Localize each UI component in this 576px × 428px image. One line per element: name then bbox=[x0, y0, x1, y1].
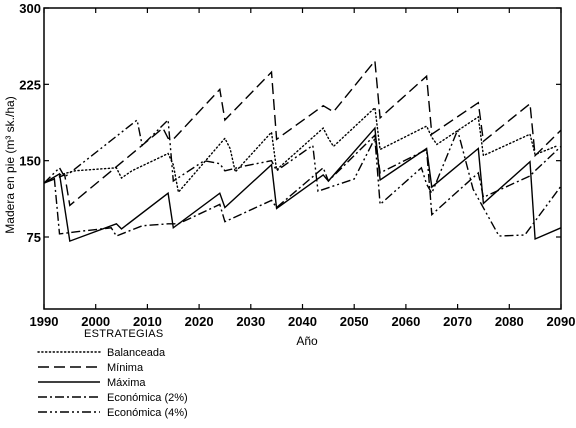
series-line-1 bbox=[58, 106, 557, 194]
x-tick-label: 2030 bbox=[236, 314, 265, 329]
legend: ESTRATEGIAS Balanceada Mínima Máxima Económ… bbox=[37, 328, 188, 419]
y-axis-title: Madera en pie (m³ sk./ha) bbox=[3, 96, 17, 233]
legend-label-4: Económica (2%) bbox=[107, 392, 188, 404]
legend-label-5: Económica (4%) bbox=[107, 407, 188, 419]
x-tick-label: 2060 bbox=[391, 314, 420, 329]
x-tick-label: 1990 bbox=[30, 314, 59, 329]
series-line-3 bbox=[43, 126, 562, 243]
legend-label-2: Mínima bbox=[107, 362, 144, 374]
axis-layer: 1990 2000 2010 2020 2030 2040 2050 2060 2070 2080… bbox=[19, 1, 575, 329]
x-tick-label: 2070 bbox=[443, 314, 472, 329]
x-tick-label: 2090 bbox=[547, 314, 576, 329]
y-tick-label: 300 bbox=[19, 1, 41, 16]
x-tick-label: 2040 bbox=[288, 314, 317, 329]
series-layer bbox=[43, 59, 562, 243]
x-tick-label: 2020 bbox=[185, 314, 214, 329]
legend-label-3: Máxima bbox=[107, 377, 146, 389]
legend-label-1: Balanceada bbox=[107, 347, 166, 359]
y-tick-label: 225 bbox=[19, 77, 41, 92]
plot-frame bbox=[43, 7, 562, 310]
series-line-2 bbox=[43, 59, 562, 207]
x-tick-label: 2080 bbox=[495, 314, 524, 329]
legend-title: ESTRATEGIAS bbox=[84, 328, 164, 340]
x-tick-label: 2000 bbox=[81, 314, 110, 329]
y-tick-label: 150 bbox=[19, 154, 41, 169]
series-line-5 bbox=[43, 118, 562, 237]
x-axis-title: Año bbox=[296, 334, 318, 348]
series-line-4 bbox=[53, 133, 562, 237]
x-tick-label: 2010 bbox=[133, 314, 162, 329]
x-tick-label: 2050 bbox=[340, 314, 369, 329]
y-tick-label: 75 bbox=[27, 230, 41, 245]
